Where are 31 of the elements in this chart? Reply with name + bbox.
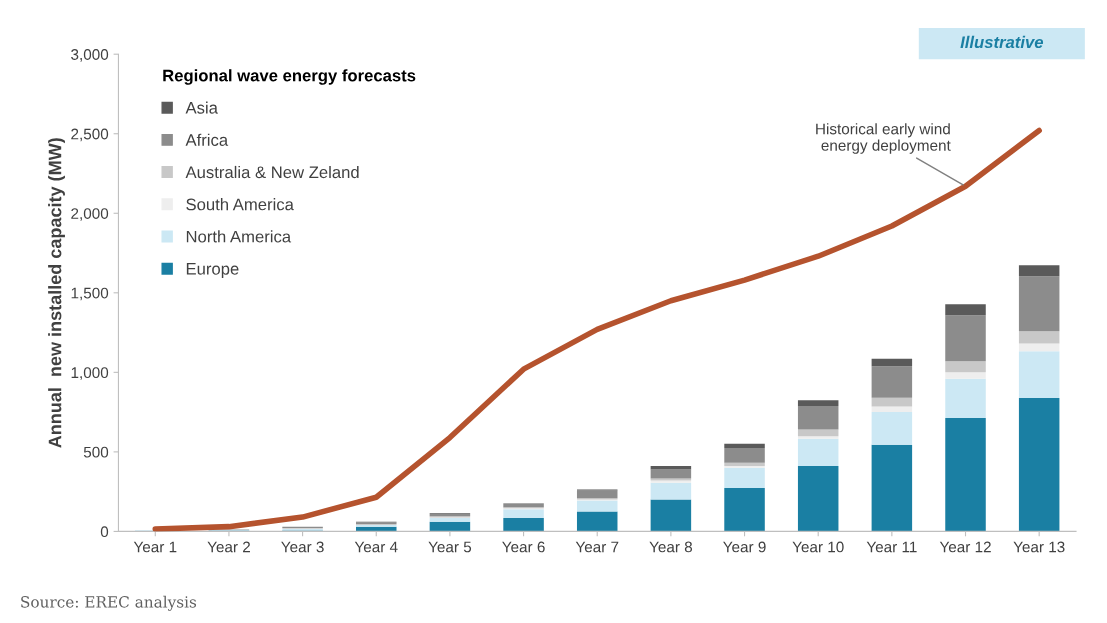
y-axis-title: Annual new installed capacity (MW) [48,138,65,448]
y-tick-label: 0 [100,526,109,538]
x-tick-label: Year 13 [1013,541,1065,553]
source-note: Source: EREC analysis [21,595,197,611]
x-tick-label: Year 11 [866,541,917,553]
x-tick-label: Year 8 [649,541,693,553]
x-tick-label: Year 6 [502,541,545,553]
x-tick-label: Year 7 [575,541,619,553]
x-tick-label: Year 1 [133,541,177,553]
legend-label: Europe [186,263,239,279]
x-tick-label: Year 4 [354,541,398,553]
legend-label: South America [186,198,294,211]
y-tick-label: 1,500 [71,287,109,301]
x-tick-label: Year 2 [207,541,250,553]
x-tick-label: Year 10 [792,541,844,553]
legend-label: North America [186,230,292,243]
text: Illustrative [960,35,1044,49]
legend-label: Asia [185,101,218,114]
y-tick-label: 500 [83,446,109,458]
legend-label: Africa [185,133,229,146]
legend-label: Australia & New Zeland [185,165,359,179]
y-tick-label: 2,000 [71,208,109,221]
x-tick-label: Year 3 [281,541,324,553]
x-tick-label: Year 5 [428,541,472,553]
y-tick-label: 1,000 [71,367,109,380]
y-tick-label: 3,000 [71,49,109,62]
x-tick-label: Year 12 [939,541,991,553]
annotation: Historical early wind energy deployment [816,123,951,154]
y-tick-label: 2,500 [71,128,109,142]
legend-title: Regional wave energy forecasts [163,69,416,85]
x-tick-label: Year 9 [723,541,766,553]
